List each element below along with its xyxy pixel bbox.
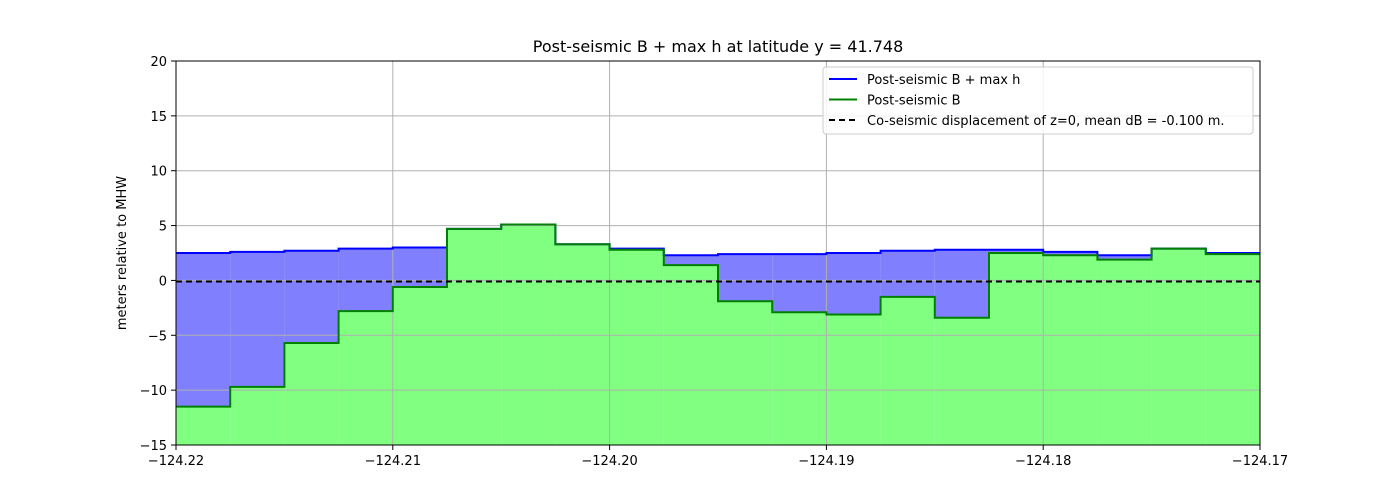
x-tick-label: −124.19 <box>798 454 854 469</box>
water-fill-segment <box>284 250 339 343</box>
water-fill-segment <box>718 254 773 302</box>
topography-fill-segment <box>826 314 881 445</box>
water-fill-segment <box>1043 251 1098 256</box>
x-tick-label: −124.22 <box>148 454 204 469</box>
topography-fill-segment <box>1097 259 1152 445</box>
water-fill-segment <box>772 254 827 313</box>
water-fill-segment <box>1097 255 1152 260</box>
y-tick-label: 5 <box>159 220 167 235</box>
topography-fill-segment <box>934 317 989 445</box>
topography-fill-segment <box>392 287 447 445</box>
topography-fill-segment <box>609 249 664 445</box>
y-tick-label: 20 <box>150 55 167 70</box>
y-tick-label: −15 <box>140 439 167 454</box>
series-lines <box>176 223 1260 408</box>
plot-frame <box>175 60 1261 446</box>
series-fills <box>176 224 1260 445</box>
topography-fill-segment <box>555 244 610 445</box>
legend-label: Post-seismic B <box>867 94 961 109</box>
water-fill-segment <box>176 253 231 407</box>
water-fill-segment <box>230 251 285 387</box>
water-fill-segment <box>934 249 989 318</box>
water-fill-segment <box>338 248 393 312</box>
legend: Post-seismic B + max h Post-seismic B Co-s… <box>822 66 1254 135</box>
x-tick-label: −124.20 <box>581 454 637 469</box>
water-fill-segment <box>989 249 1044 253</box>
topography-fill-segment <box>772 312 827 445</box>
water-fill-segment <box>826 253 881 315</box>
topography-fill-segment <box>230 386 285 445</box>
topography-fill-segment <box>501 224 556 445</box>
y-tick-label: −5 <box>148 329 167 344</box>
y-tick-label: 15 <box>150 110 167 125</box>
x-tick-label: −124.18 <box>1015 454 1071 469</box>
topography-fill-segment <box>663 265 718 445</box>
legend-label: Post-seismic B + max h <box>867 73 1020 88</box>
topography-fill-segment <box>176 406 231 445</box>
y-axis: −15 −10 −5 0 5 10 15 20 <box>140 55 176 454</box>
x-tick-label: −124.17 <box>1232 454 1288 469</box>
chart-title: Post-seismic B + max h at latitude y = 4… <box>533 37 904 56</box>
series-line-post-seismic-b <box>176 223 1260 408</box>
water-fill-segment <box>880 250 935 297</box>
topography-fill-segment <box>989 253 1044 445</box>
y-tick-label: 10 <box>150 165 167 180</box>
x-axis: −124.22 −124.21 −124.20 −124.19 −124.18 −124.… <box>148 445 1288 469</box>
topography-fill-segment <box>447 228 502 445</box>
water-fill-segment <box>663 255 718 266</box>
topography-fill-segment <box>1043 255 1098 445</box>
y-axis-label: meters relative to MHW <box>115 176 130 330</box>
y-tick-label: 0 <box>159 274 167 289</box>
topography-fill-segment <box>1151 248 1206 445</box>
topography-fill-segment <box>338 311 393 445</box>
legend-box <box>822 66 1254 135</box>
series-line-post-seismic-b-max-h <box>176 223 1260 257</box>
legend-label: Co-seismic displacement of z=0, mean dB … <box>867 114 1225 129</box>
y-tick-label: −10 <box>140 384 167 399</box>
x-tick-label: −124.21 <box>365 454 421 469</box>
topography-fill-segment <box>284 342 339 445</box>
topography-fill-segment <box>1205 254 1260 445</box>
topography-fill-segment <box>718 301 773 445</box>
topography-fill-segment <box>880 296 935 445</box>
